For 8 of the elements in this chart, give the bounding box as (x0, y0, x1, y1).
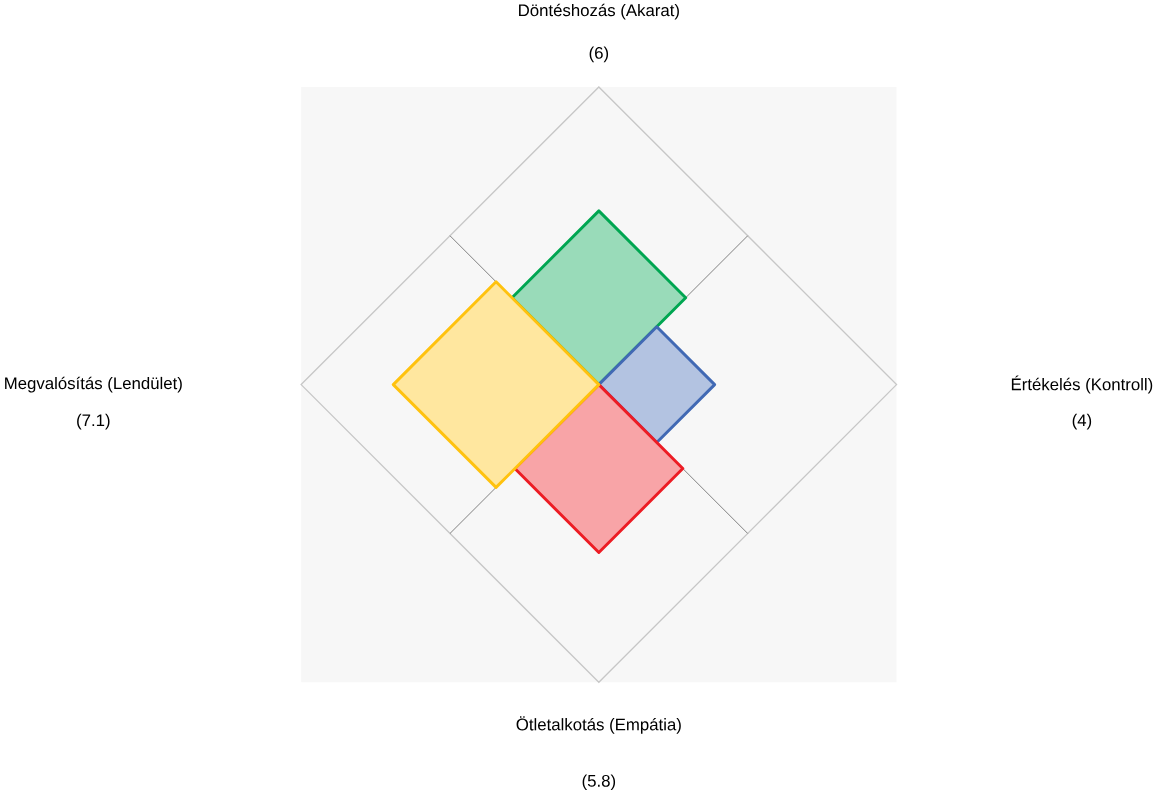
category-label: Megvalósítás (Lendület) (5, 376, 182, 393)
data-label: (5.8) (582, 774, 616, 791)
category-label: Döntéshozás (Akarat) (519, 3, 679, 20)
data-label: (7.1) (77, 413, 110, 430)
category-label: Értékelés (Kontroll) (1011, 375, 1153, 394)
category-label: Ötletalkotás (Empátia) (516, 716, 681, 734)
data-label: (4) (1072, 413, 1092, 430)
data-label: (6) (589, 46, 609, 63)
